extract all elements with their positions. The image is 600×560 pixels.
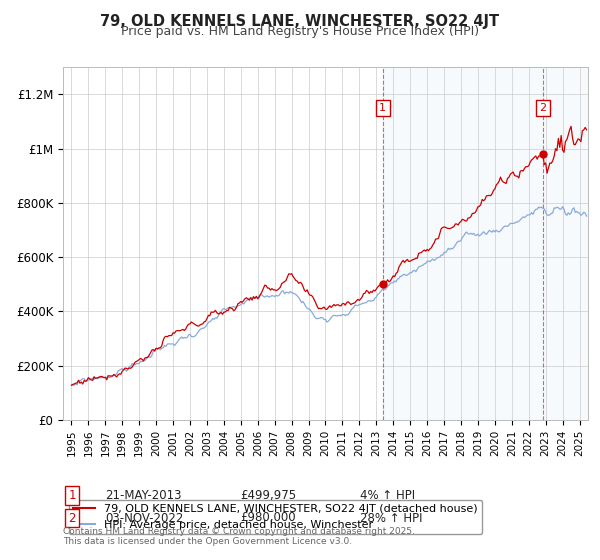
Text: Price paid vs. HM Land Registry's House Price Index (HPI): Price paid vs. HM Land Registry's House …	[121, 25, 479, 38]
Text: 28% ↑ HPI: 28% ↑ HPI	[360, 511, 422, 525]
Text: £499,975: £499,975	[240, 489, 296, 502]
Text: 4% ↑ HPI: 4% ↑ HPI	[360, 489, 415, 502]
Text: 1: 1	[379, 103, 386, 113]
Text: 2: 2	[539, 103, 547, 113]
Text: 03-NOV-2022: 03-NOV-2022	[105, 511, 184, 525]
Text: 2: 2	[68, 511, 76, 525]
Text: 79, OLD KENNELS LANE, WINCHESTER, SO22 4JT: 79, OLD KENNELS LANE, WINCHESTER, SO22 4…	[100, 14, 500, 29]
Bar	[383, 67, 588, 420]
Legend: 79, OLD KENNELS LANE, WINCHESTER, SO22 4JT (detached house), HPI: Average price,: 79, OLD KENNELS LANE, WINCHESTER, SO22 4…	[68, 500, 482, 534]
Text: £980,000: £980,000	[240, 511, 296, 525]
Text: 21-MAY-2013: 21-MAY-2013	[105, 489, 182, 502]
Text: 1: 1	[68, 489, 76, 502]
Text: Contains HM Land Registry data © Crown copyright and database right 2025.
This d: Contains HM Land Registry data © Crown c…	[63, 526, 415, 546]
